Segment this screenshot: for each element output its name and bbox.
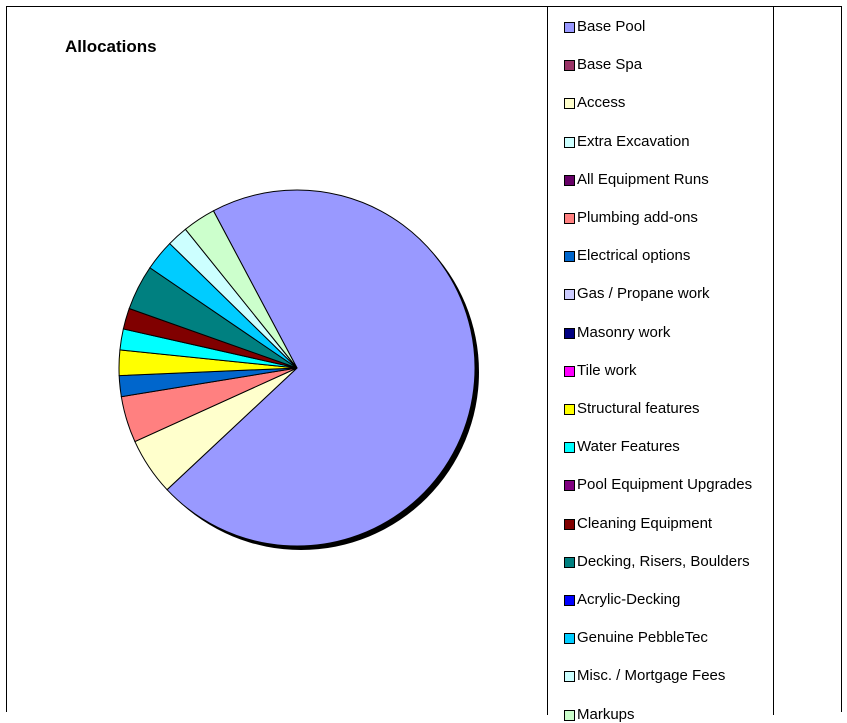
legend-swatch [564, 633, 575, 645]
legend-label: Extra Excavation [577, 132, 690, 150]
legend-label: Acrylic-Decking [577, 591, 681, 608]
legend-label: Access [577, 94, 626, 112]
legend-swatch [564, 556, 575, 568]
legend-swatch [564, 365, 575, 377]
legend-swatch [564, 671, 575, 683]
legend-label: Tile work [577, 361, 637, 379]
legend-swatch [564, 251, 575, 263]
legend-label: Water Features [577, 438, 680, 456]
legend-swatch [564, 327, 575, 339]
legend-swatch [564, 22, 575, 33]
legend-swatch [564, 213, 575, 224]
legend-swatch [564, 709, 575, 721]
legend-swatch [564, 98, 575, 110]
legend-label: Structural features [577, 400, 700, 417]
legend-swatch [564, 136, 575, 148]
legend-label: Markups [577, 705, 635, 723]
legend-label: Electrical options [577, 247, 691, 265]
legend-swatch [564, 174, 575, 186]
legend-label: Gas / Propane work [577, 285, 710, 303]
legend-label: Pool Equipment Upgrades [577, 476, 753, 494]
legend-swatch [564, 480, 575, 492]
legend-label: Genuine PebbleTec [577, 629, 708, 647]
chart-frame [6, 6, 842, 712]
chart-legend: Base Pool Base Spa Access Extra Excavation A… [547, 6, 774, 723]
chart-title: Allocations [65, 37, 157, 56]
legend-label: Decking, Risers, Boulders [577, 552, 750, 570]
legend-swatch [564, 404, 575, 415]
legend-swatch [564, 289, 575, 301]
legend-swatch [564, 60, 575, 72]
legend-label: Cleaning Equipment [577, 514, 713, 532]
legend-swatch [564, 518, 575, 530]
legend-label: Misc. / Mortgage Fees [577, 667, 726, 685]
legend-label: Base Spa [577, 56, 643, 74]
legend-label: All Equipment Runs [577, 170, 709, 188]
legend-label: Plumbing add-ons [577, 209, 698, 226]
legend-label: Base Pool [577, 18, 646, 35]
legend-swatch [564, 595, 575, 606]
pie-slice-markups [184, 210, 298, 369]
legend-swatch [564, 442, 575, 454]
pie-slice-base-pool [166, 189, 476, 547]
legend-label: Masonry work [577, 323, 671, 341]
